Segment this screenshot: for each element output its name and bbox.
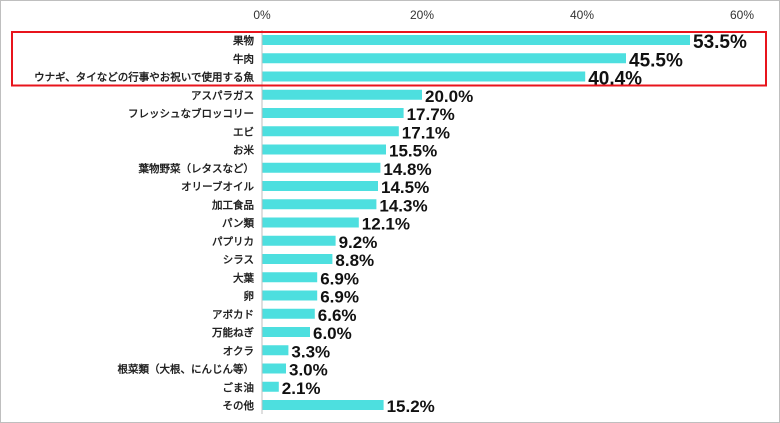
bar xyxy=(262,53,626,64)
category-label: 加工食品 xyxy=(211,198,254,211)
bar xyxy=(262,327,310,337)
x-tick-label: 60% xyxy=(730,8,754,22)
value-label: 40.4% xyxy=(588,69,642,90)
value-label: 20.0% xyxy=(425,87,473,106)
bar xyxy=(262,254,333,264)
category-label: 葉物野菜（レタスなど） xyxy=(138,162,255,175)
x-tick-label: 0% xyxy=(253,8,271,22)
bar xyxy=(262,71,586,82)
value-label: 17.1% xyxy=(402,123,450,142)
category-label: ウナギ、タイなどの行事やお祝いで使用する魚 xyxy=(34,71,254,84)
value-label: 14.3% xyxy=(379,196,427,215)
bar xyxy=(262,89,422,100)
value-label: 45.5% xyxy=(629,50,683,71)
category-label: 牛肉 xyxy=(233,52,254,65)
bar xyxy=(262,235,336,246)
category-label: 果物 xyxy=(232,34,254,47)
category-label: オクラ xyxy=(223,345,254,357)
value-label: 3.3% xyxy=(291,342,330,361)
category-label: パン類 xyxy=(222,217,255,230)
bar xyxy=(262,290,318,301)
category-label: 万能ねぎ xyxy=(211,326,254,339)
bar xyxy=(262,308,315,319)
value-label: 53.5% xyxy=(693,32,747,53)
category-label: ごま油 xyxy=(223,381,255,394)
value-label: 9.2% xyxy=(339,233,378,252)
value-label: 14.8% xyxy=(383,160,431,179)
value-label: 17.7% xyxy=(407,105,455,124)
bar xyxy=(262,144,386,155)
value-label: 15.5% xyxy=(389,142,437,161)
category-label: アボカド xyxy=(212,308,254,321)
bar xyxy=(262,345,289,356)
category-labels: 果物牛肉ウナギ、タイなどの行事やお祝いで使用する魚アスパラガスフレッシュなブロッ… xyxy=(34,34,254,412)
value-labels: 53.5% 45.5%40.4% 20.0%17.7%17.1%15.5%14.8%… xyxy=(282,32,747,416)
bar xyxy=(262,126,399,137)
category-label: お米 xyxy=(233,144,254,157)
value-label: 2.1% xyxy=(282,379,321,398)
x-tick-label: 20% xyxy=(410,8,434,22)
value-label: 6.9% xyxy=(320,288,359,307)
value-label: 6.9% xyxy=(320,269,359,288)
bar xyxy=(262,272,318,283)
value-label: 6.0% xyxy=(313,324,352,343)
category-label: アスパラガス xyxy=(191,89,254,102)
bar xyxy=(262,381,279,392)
bar xyxy=(262,363,286,374)
bar xyxy=(262,217,359,228)
bar xyxy=(262,181,378,191)
bar xyxy=(262,35,690,45)
bars xyxy=(262,35,690,410)
highlight-box xyxy=(11,31,767,87)
x-tick-label: 40% xyxy=(570,8,594,22)
value-label: 6.6% xyxy=(318,306,357,325)
value-label: 14.5% xyxy=(381,178,429,197)
category-label: エビ xyxy=(233,125,254,138)
bar xyxy=(262,108,404,118)
category-label: シラス xyxy=(223,254,254,266)
value-label: 15.2% xyxy=(387,397,435,416)
bar xyxy=(262,162,381,173)
value-label: 12.1% xyxy=(362,215,410,234)
value-label: 8.8% xyxy=(335,251,374,270)
bar xyxy=(262,400,384,410)
category-label: その他 xyxy=(223,399,255,412)
x-axis-ticks: 0% 20% 40% 60% xyxy=(253,8,754,22)
category-label: 卵 xyxy=(244,290,255,303)
value-label: 3.0% xyxy=(289,361,328,380)
category-label: 大葉 xyxy=(233,271,254,284)
bar xyxy=(262,199,377,210)
category-label: パプリカ xyxy=(212,235,254,248)
category-label: フレッシュなブロッコリー xyxy=(128,107,254,120)
category-label: 根菜類（大根、にんじん等） xyxy=(118,363,255,376)
category-label: オリーブオイル xyxy=(181,180,254,193)
